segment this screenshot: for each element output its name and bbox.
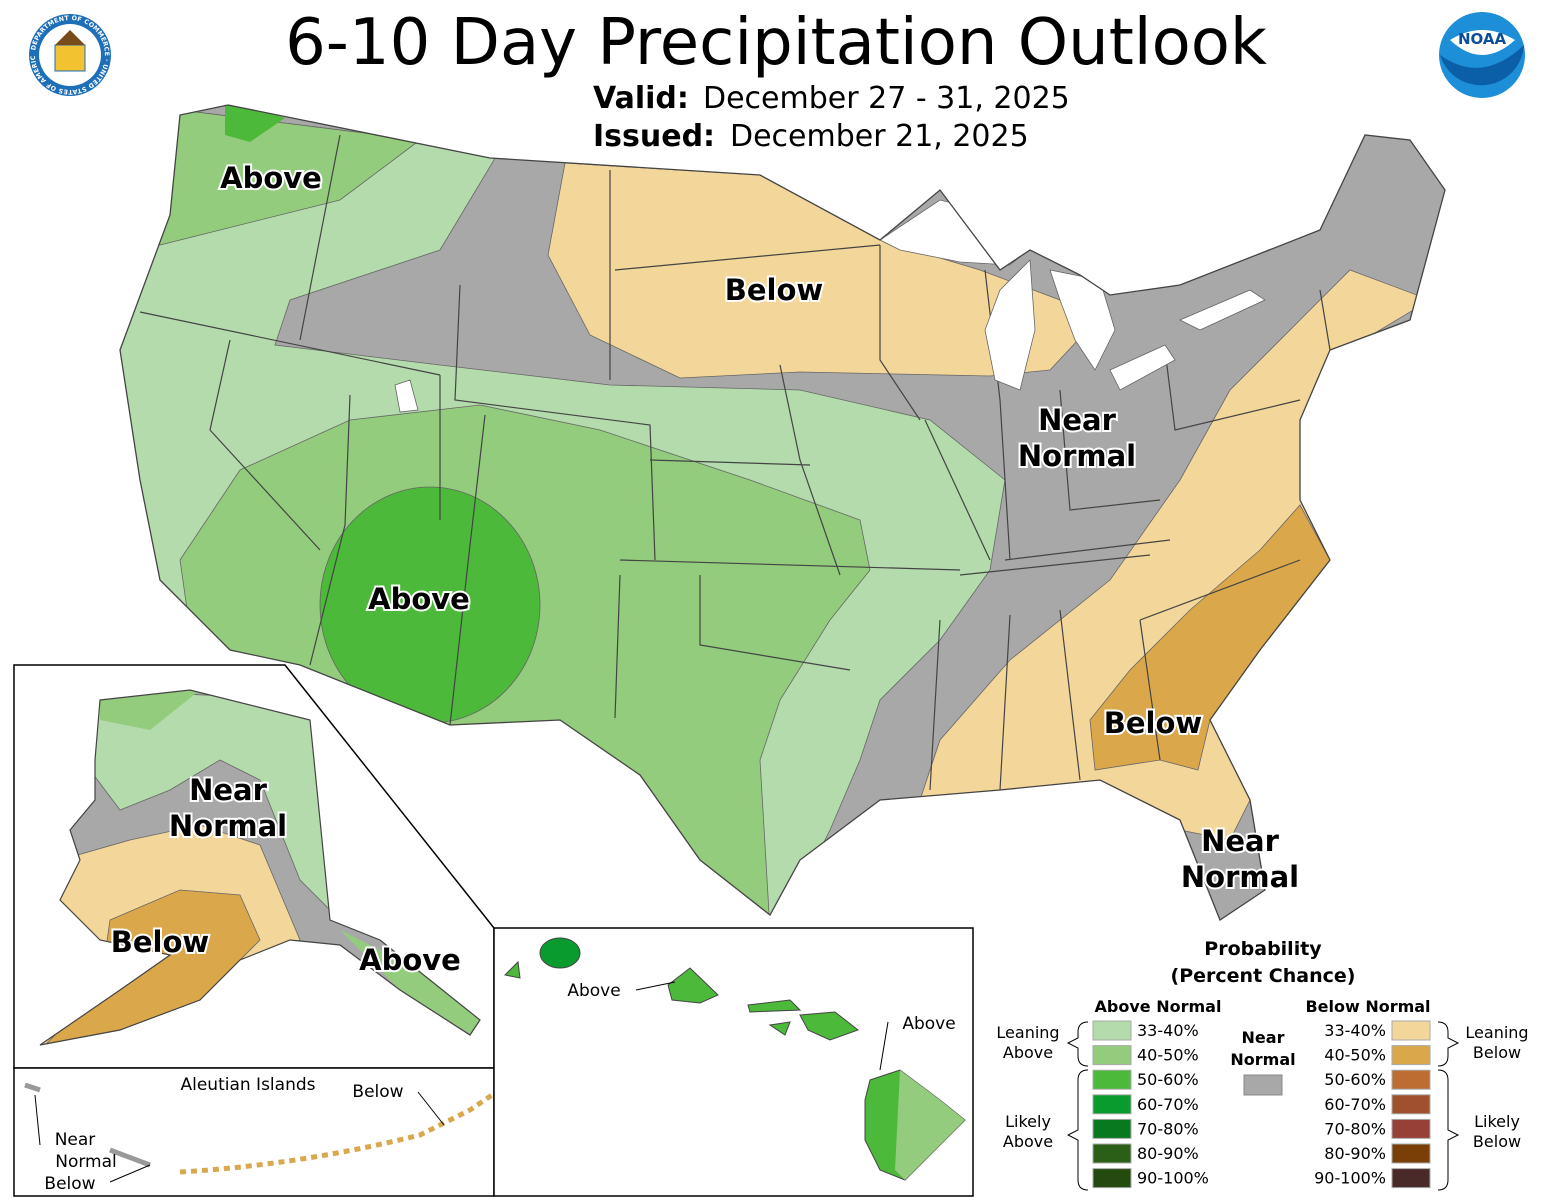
legend-below-range: 33-40%: [1324, 1021, 1386, 1040]
legend-above-range: 33-40%: [1137, 1021, 1199, 1040]
legend-swatch-above-33-40%: [1092, 1020, 1132, 1041]
valid-dates: December 27 - 31, 2025: [703, 81, 1070, 116]
issued-date: December 21, 2025: [730, 119, 1029, 154]
legend-leaning-below-1: Leaning: [1465, 1023, 1528, 1042]
label-aleutian-below-west: Below: [44, 1174, 95, 1194]
legend-above-range: 70-80%: [1137, 1119, 1199, 1138]
legend-swatch-above-70-80%: [1092, 1118, 1132, 1139]
page-title: 6-10 Day Precipitation Outlook: [285, 6, 1267, 80]
legend-above-range: 40-50%: [1137, 1046, 1199, 1065]
legend-above-header: Above Normal: [1095, 997, 1222, 1016]
legend-swatch-below-60-70%: [1391, 1094, 1431, 1115]
legend-above-range: 80-90%: [1137, 1144, 1199, 1163]
legend-swatch-below-90-100%: [1391, 1168, 1431, 1189]
issued-label: Issued:: [593, 119, 715, 154]
legend-swatch-above-90-100%: [1092, 1168, 1132, 1189]
hawaii-inset: Above Above: [493, 927, 974, 1197]
legend-swatch-below-70-80%: [1391, 1118, 1431, 1139]
legend-likely-above-1: Likely: [1005, 1112, 1051, 1131]
legend-rows: 33-40% 33-40% 40-50% 40-50% 50-60% 50-60% 60-7…: [1092, 1020, 1431, 1189]
label-above-northwest: Above: [220, 161, 322, 195]
legend-near-label-1: Near: [1242, 1028, 1285, 1047]
aleutian-title: Aleutian Islands: [180, 1075, 315, 1095]
label-hawaii-above-west: Above: [567, 981, 620, 1001]
legend-swatch-above-80-90%: [1092, 1143, 1132, 1164]
label-aleutian-near: Near: [55, 1130, 96, 1150]
label-below-north: Below: [725, 273, 823, 307]
legend-likely-below-1: Likely: [1474, 1112, 1520, 1131]
legend-below-range: 70-80%: [1324, 1119, 1386, 1138]
legend-swatch-near-normal: [1243, 1074, 1283, 1096]
legend-above-range: 90-100%: [1137, 1169, 1209, 1188]
legend-below-range: 60-70%: [1324, 1095, 1386, 1114]
region-above-50-60-nw: [225, 105, 285, 142]
label-above-southwest: Above: [368, 582, 470, 616]
legend-likely-below-2: Below: [1473, 1132, 1521, 1151]
label-hawaii-above-east: Above: [902, 1014, 955, 1034]
legend-title: Probability: [1204, 938, 1322, 960]
legend-swatch-above-40-50%: [1092, 1045, 1132, 1066]
legend: Probability (Percent Chance) Above Norma…: [996, 938, 1529, 1191]
state-boundaries: [139, 134, 1331, 791]
legend-leaning-below-2: Below: [1473, 1043, 1521, 1062]
label-alaska-near-normal-1: Near: [189, 773, 268, 807]
legend-below-range: 80-90%: [1324, 1144, 1386, 1163]
label-near-normal-1: Near: [1038, 403, 1117, 437]
legend-swatch-below-33-40%: [1391, 1020, 1431, 1041]
noaa-logo-text: NOAA: [1458, 30, 1507, 48]
label-alaska-above: Above: [359, 943, 461, 977]
label-alaska-below: Below: [111, 925, 209, 959]
legend-swatch-below-40-50%: [1391, 1045, 1431, 1066]
legend-swatch-above-50-60%: [1092, 1069, 1132, 1090]
legend-leaning-above-2: Above: [1003, 1043, 1053, 1062]
legend-above-range: 50-60%: [1137, 1070, 1199, 1089]
alaska-inset: Near Normal Below Above: [13, 664, 495, 1069]
label-near-normal-2: Normal: [1018, 439, 1136, 473]
legend-below-range: 90-100%: [1314, 1169, 1386, 1188]
header: DEPARTMENT OF COMMERCE · UNITED STATES O…: [0, 0, 1525, 154]
legend-above-range: 60-70%: [1137, 1095, 1199, 1114]
legend-subtitle: (Percent Chance): [1171, 965, 1356, 987]
label-near-normal-florida-2: Normal: [1181, 860, 1299, 894]
legend-leaning-above-1: Leaning: [996, 1023, 1059, 1042]
legend-below-header: Below Normal: [1305, 997, 1430, 1016]
legend-below-range: 50-60%: [1324, 1070, 1386, 1089]
legend-swatch-below-50-60%: [1391, 1069, 1431, 1090]
legend-near-label-2: Normal: [1230, 1050, 1295, 1069]
noaa-logo: NOAA: [1439, 12, 1525, 98]
legend-likely-above-2: Above: [1003, 1132, 1053, 1151]
aleutian-inset: Aleutian Islands Below Near Normal Below: [13, 1067, 495, 1197]
label-near-normal-florida-1: Near: [1201, 824, 1280, 858]
label-below-southeast: Below: [1104, 706, 1202, 740]
label-alaska-near-normal-2: Normal: [169, 809, 287, 843]
valid-label: Valid:: [593, 81, 689, 116]
legend-below-range: 40-50%: [1324, 1046, 1386, 1065]
department-of-commerce-seal: DEPARTMENT OF COMMERCE · UNITED STATES O…: [0, 0, 111, 96]
legend-swatch-below-80-90%: [1391, 1143, 1431, 1164]
legend-swatch-above-60-70%: [1092, 1094, 1132, 1115]
label-aleutian-normal: Normal: [55, 1152, 117, 1172]
label-aleutian-below-east: Below: [352, 1082, 403, 1102]
